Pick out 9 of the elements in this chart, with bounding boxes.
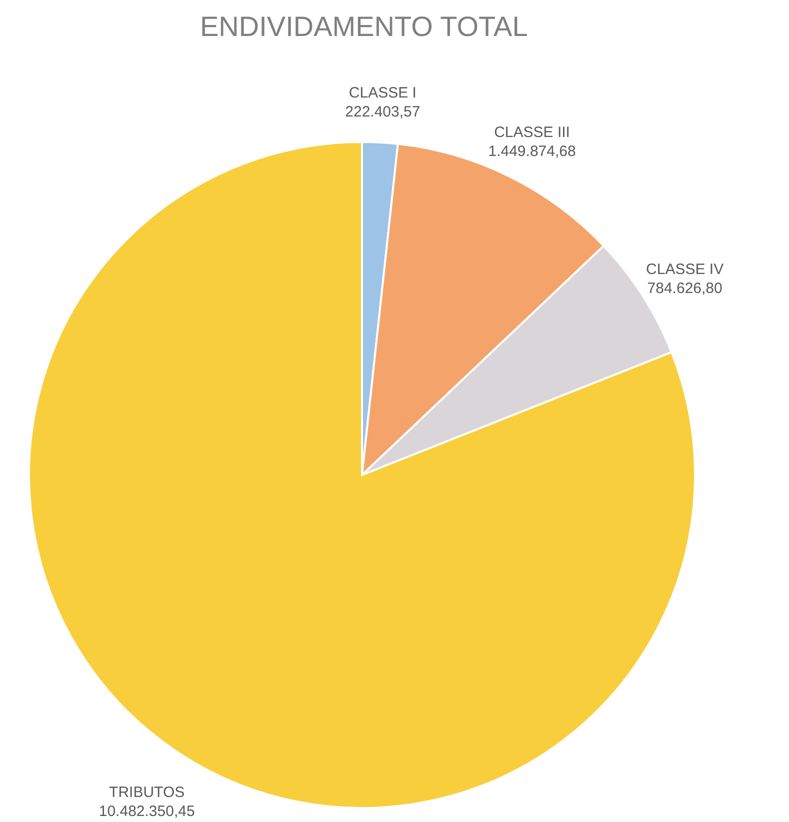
data-label: 222.403,57 [345,104,420,121]
slice-label: TRIBUTOS [109,784,185,801]
chart-title: ENDIVIDAMENTO TOTAL [200,11,528,42]
slice-label: CLASSE III [494,124,570,141]
data-label: 10.482.350,45 [98,802,195,820]
data-label: 1.449.874,68 [488,142,576,160]
slice-label: CLASSE IV [646,260,724,278]
data-label: 784.626,80 [647,280,722,297]
slice-label: CLASSE I [348,84,416,102]
